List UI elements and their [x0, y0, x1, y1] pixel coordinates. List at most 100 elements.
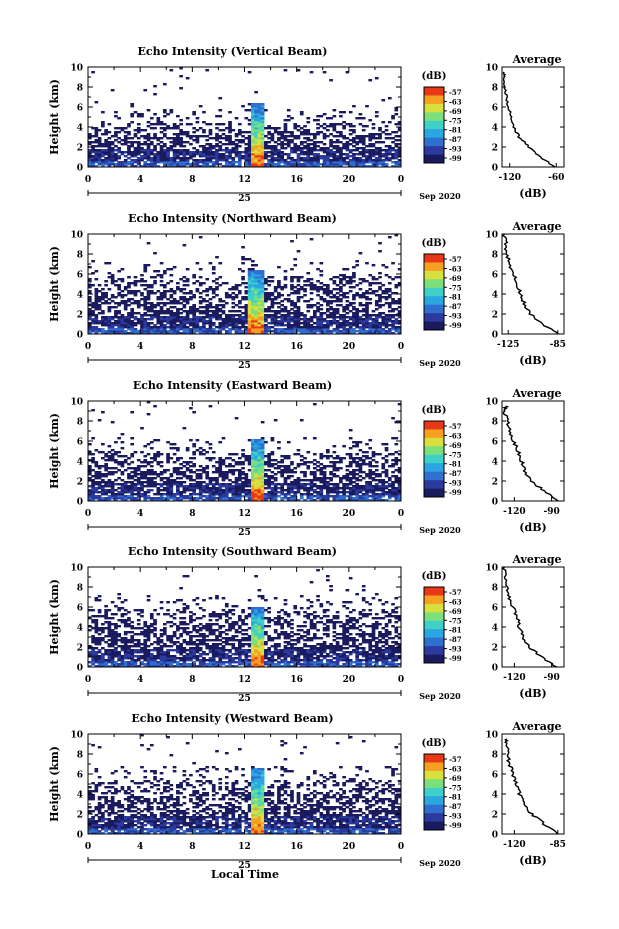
heatmap-cell — [198, 469, 203, 472]
heatmap-cell — [143, 473, 148, 476]
heatmap-cell — [374, 461, 379, 464]
heatmap-cell — [110, 483, 115, 486]
heatmap-cell — [215, 115, 219, 118]
colorbar-swatch — [424, 304, 444, 314]
heatmap-cell — [101, 324, 105, 327]
heatmap-cell — [202, 135, 206, 138]
heatmap-cell — [348, 326, 353, 329]
heatmap-cell — [368, 485, 373, 488]
heatmap-cell — [153, 270, 157, 273]
heatmap-cell — [257, 292, 262, 295]
heatmap-cell — [299, 322, 304, 325]
heatmap-cell — [374, 141, 379, 144]
heatmap-cell — [120, 489, 125, 492]
heatmap-cell — [146, 322, 151, 325]
heatmap-cell — [374, 332, 379, 335]
heatmap-cell — [326, 324, 330, 327]
x-tick-label: 8 — [189, 175, 195, 185]
heatmap-cell — [303, 318, 307, 321]
heatmap-cell — [143, 264, 148, 267]
heatmap-cell — [88, 459, 92, 462]
heatmap-cell — [205, 457, 210, 460]
heatmap-cell — [267, 280, 271, 283]
heatmap-cell — [182, 161, 187, 164]
heatmap-cell — [280, 497, 285, 500]
heatmap-cell — [146, 143, 151, 146]
heatmap-cell — [195, 159, 200, 162]
heatmap-cell — [391, 314, 395, 317]
heatmap-cell — [368, 139, 373, 142]
heatmap-cell — [127, 477, 131, 480]
heatmap-cell — [312, 471, 317, 474]
heatmap-cell — [358, 491, 363, 494]
heatmap-cell — [94, 475, 99, 478]
heatmap-cell — [384, 455, 389, 458]
panel-title: Echo Intensity (Northward Beam) — [128, 212, 337, 225]
heatmap-cell — [368, 79, 373, 82]
heatmap-cell — [198, 495, 203, 498]
heatmap-cell — [251, 159, 255, 162]
heatmap-cell — [133, 489, 138, 492]
heatmap-cell — [146, 292, 151, 295]
heatmap-cell — [127, 163, 131, 166]
heatmap-cell — [273, 419, 278, 422]
heatmap-cell — [94, 298, 99, 301]
heatmap-cell — [241, 105, 245, 108]
heatmap-cell — [378, 453, 382, 456]
heatmap-cell — [348, 286, 353, 289]
heatmap-cell — [149, 473, 154, 476]
heatmap-cell — [179, 119, 183, 122]
heatmap-cell — [133, 294, 138, 297]
heatmap-cell — [384, 475, 389, 478]
heatmap-cell — [195, 149, 200, 152]
heatmap-cell — [169, 473, 174, 476]
heatmap-cell — [179, 161, 183, 164]
heatmap-cell — [270, 149, 275, 152]
heatmap-cell — [218, 463, 223, 466]
heatmap-cell — [140, 129, 144, 132]
heatmap-cell — [218, 471, 223, 474]
heatmap-cell — [322, 161, 327, 164]
heatmap-cell — [162, 115, 167, 118]
heatmap-cell — [104, 485, 108, 488]
average-profile-line — [502, 71, 556, 168]
heatmap-cell — [374, 326, 379, 329]
heatmap-cell — [384, 153, 389, 156]
heatmap-cell — [244, 304, 249, 307]
heatmap-cell — [97, 296, 102, 299]
heatmap-cell — [293, 483, 298, 486]
heatmap-cell — [303, 131, 307, 134]
heatmap-cell — [290, 117, 294, 120]
heatmap-cell — [257, 117, 262, 120]
heatmap-cell — [326, 294, 330, 297]
heatmap-cell — [133, 493, 138, 496]
heatmap-cell — [270, 302, 275, 305]
heatmap-cell — [143, 324, 148, 327]
heatmap-cell — [88, 493, 92, 496]
heatmap-cell — [136, 318, 141, 321]
heatmap-cell — [254, 481, 258, 484]
heatmap-cell — [94, 328, 99, 331]
heatmap-cell — [260, 165, 265, 168]
heatmap-cell — [211, 137, 216, 140]
heatmap-cell — [335, 161, 340, 164]
heatmap-cell — [309, 292, 314, 295]
heatmap-cell — [101, 475, 105, 478]
heatmap-cell — [104, 141, 108, 144]
heatmap-cell — [397, 326, 402, 329]
heatmap-cell — [384, 288, 389, 291]
heatmap-cell — [267, 310, 271, 313]
heatmap-cell — [335, 491, 340, 494]
heatmap-cell — [352, 469, 356, 472]
heatmap-cell — [241, 151, 245, 154]
heatmap-cell — [387, 145, 392, 148]
heatmap-cell — [381, 161, 386, 164]
heatmap-cell — [371, 332, 376, 335]
heatmap-cell — [169, 145, 174, 148]
heatmap-cell — [117, 157, 121, 160]
heatmap-cell — [371, 165, 376, 168]
heatmap-cell — [146, 473, 151, 476]
heatmap-cell — [387, 310, 392, 313]
heatmap-cell — [234, 477, 239, 480]
heatmap-cell — [195, 290, 200, 293]
